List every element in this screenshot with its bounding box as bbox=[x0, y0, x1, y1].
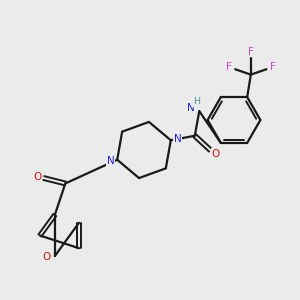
Text: F: F bbox=[270, 62, 276, 72]
Text: N: N bbox=[187, 103, 195, 112]
Text: O: O bbox=[212, 149, 220, 159]
Text: N: N bbox=[107, 156, 115, 166]
Text: O: O bbox=[42, 252, 51, 262]
Text: F: F bbox=[248, 46, 254, 56]
Text: O: O bbox=[33, 172, 41, 182]
Text: F: F bbox=[226, 62, 232, 72]
Text: N: N bbox=[173, 134, 181, 144]
Text: H: H bbox=[193, 97, 200, 106]
